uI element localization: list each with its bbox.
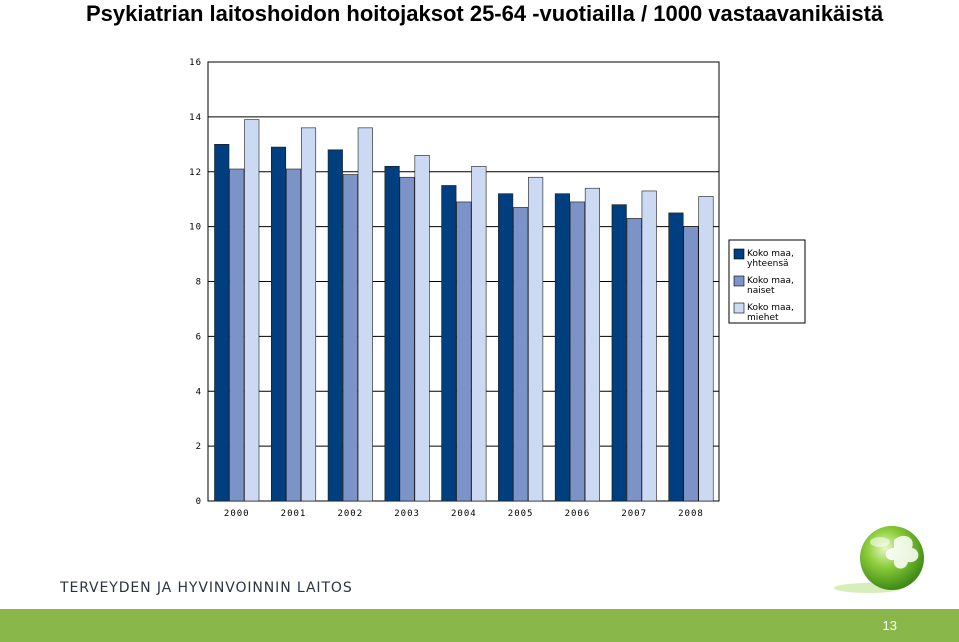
bar [214,144,230,502]
logo-orb-icon [834,526,924,593]
footer-bar: 13 [0,609,959,642]
legend-label: yhteensä [747,259,789,269]
page-number: 13 [882,618,897,633]
x-tick-label: 2000 [224,509,250,519]
bar [554,193,570,502]
x-tick-label: 2004 [451,509,477,519]
legend-label: Koko maa, [747,276,794,286]
bar-chart: 0 2 4 6 8 10 12 14 16 2000 2001 2002 2003 2004 2005 200… [189,58,806,519]
bar [357,127,373,502]
legend-swatch [733,275,745,287]
bar [668,212,684,502]
y-tick-label: 0 [196,497,202,507]
organization-name: TERVEYDEN JA HYVINVOINNIN LAITOS [60,580,353,596]
bar [300,127,317,502]
x-tick-label: 2002 [337,509,363,519]
x-tick-label: 2008 [678,509,704,519]
x-tick-label: 2006 [565,509,591,519]
x-tick-label: 2003 [394,509,420,519]
bar [528,176,544,502]
bar [513,207,529,502]
bar [229,168,245,502]
bar [327,149,343,502]
bar [611,204,627,502]
bar [342,174,358,502]
y-tick-label: 12 [189,168,202,178]
y-tick-label: 10 [189,223,202,233]
y-tick-label: 8 [196,278,202,288]
y-tick-label: 16 [189,58,202,68]
y-tick-label: 2 [196,442,202,452]
bar [399,176,415,502]
x-tick-label: 2001 [281,509,307,519]
bar [641,190,657,502]
y-tick-label: 14 [189,113,202,123]
bar [498,193,514,502]
bar [414,154,430,502]
legend-label: miehet [747,313,779,323]
y-tick-label: 4 [196,387,202,397]
bar [698,196,714,502]
legend-swatch [733,248,745,260]
bar [441,185,457,502]
bar [270,146,287,502]
x-tick-label: 2007 [621,509,647,519]
legend-swatch [733,302,745,314]
bar [569,201,585,502]
bar [584,187,600,502]
bar [683,226,699,502]
legend-label: Koko maa, [747,249,794,259]
x-tick-label: 2005 [508,509,534,519]
legend-label: Koko maa, [747,303,794,313]
legend-label: naiset [747,286,775,296]
y-tick-label: 6 [196,332,202,342]
bar [384,165,400,502]
bar [626,218,642,502]
bar [471,165,487,502]
bar [244,119,260,502]
page-title: Psykiatrian laitoshoidon hoitojaksot 25-… [86,1,884,26]
bar [456,201,472,502]
bar [285,168,302,502]
